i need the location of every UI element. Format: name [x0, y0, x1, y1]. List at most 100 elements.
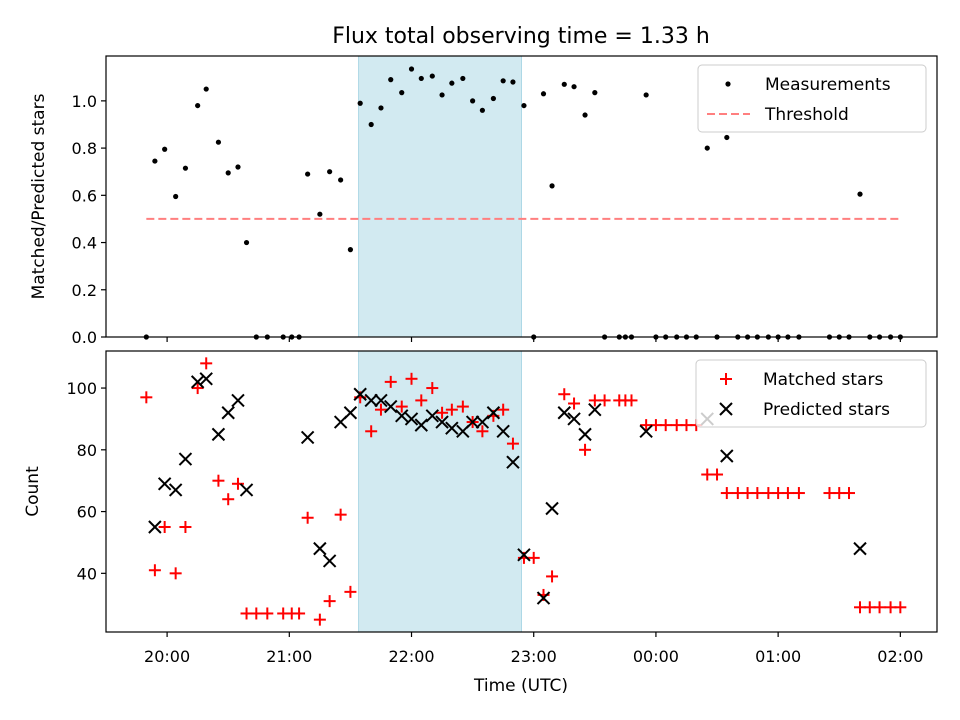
matched-star-point: [200, 357, 213, 370]
legend-label-measurements: Measurements: [765, 75, 891, 95]
predicted-star-point: [435, 415, 449, 429]
predicted-star-point: [517, 548, 531, 562]
measurement-point: [500, 78, 506, 84]
observing-span-top: [358, 55, 523, 338]
matched-star-point: [293, 607, 306, 620]
predicted-star-point: [374, 393, 388, 408]
predicted-star-point: [239, 483, 254, 497]
measurement-point: [460, 75, 466, 82]
measurement-point: [378, 105, 384, 111]
matched-star-point: [261, 607, 274, 620]
x-axis-time: 20:00 21:00 22:00 23:00 00:00 01:00 02:00: [144, 632, 923, 666]
measurement-point: [182, 165, 189, 171]
measurement-point: [305, 171, 311, 177]
predicted-star-point: [475, 415, 490, 429]
measurement-point: [582, 112, 588, 118]
x-tick-label: 20:00: [144, 647, 190, 666]
matched-star-point: [158, 521, 171, 534]
y-axis-ratio: 0.0 0.2 0.4 0.6 0.8 1.0: [72, 92, 106, 347]
matched-star-point: [873, 601, 886, 614]
matched-star-point: [148, 564, 161, 577]
legend-box-ratio: [697, 64, 927, 133]
matched-star-point: [843, 487, 856, 500]
matched-star-point: [365, 425, 378, 438]
matched-star-point: [792, 487, 805, 500]
matched-star-point: [894, 601, 907, 614]
measurement-point: [152, 158, 158, 164]
y-axis-label-count: Count: [23, 466, 43, 517]
predicted-star-point: [588, 402, 602, 417]
measurement-point: [857, 191, 863, 197]
measurement-point: [368, 121, 374, 128]
x-tick-label: 00:00: [633, 647, 679, 666]
measurement-point: [173, 193, 179, 200]
matched-star-point: [313, 613, 326, 626]
y-tick-label: 0.0: [72, 328, 97, 347]
matched-star-point: [301, 511, 314, 524]
ratio-panel: 0.0 0.2 0.4 0.6 0.8 1.0 Matched/Predicted sta…: [29, 55, 938, 347]
legend-swatch-predicted: [719, 402, 733, 416]
measurement-point: [418, 75, 424, 82]
measurement-point: [643, 92, 649, 98]
count-legend: Matched stars Predicted stars: [695, 359, 927, 428]
y-tick-label: 80: [77, 441, 97, 460]
count-plot-marks: [140, 357, 907, 626]
measurement-point: [317, 211, 323, 217]
ratio-axes-frame: [105, 55, 938, 338]
measurement-point: [399, 90, 405, 96]
matched-star-point: [568, 397, 581, 410]
predicted-star-point: [404, 412, 419, 426]
x-tick-label: 21:00: [266, 647, 312, 666]
x-tick-label: 02:00: [877, 647, 923, 666]
measurement-point: [479, 107, 485, 113]
matched-star-point: [212, 474, 225, 487]
measurement-point: [408, 66, 415, 72]
measurement-point: [243, 239, 250, 246]
y-axis-count: 40 60 80 100: [66, 379, 106, 583]
matched-star-point: [426, 382, 439, 395]
matched-star-point: [179, 521, 192, 534]
predicted-star-point: [211, 427, 226, 442]
chart-title: Flux total observing time = 1.33 h: [332, 24, 710, 49]
x-axis-label-time: Time (UTC): [473, 676, 568, 696]
predicted-star-point: [353, 387, 367, 401]
measurement-point: [225, 170, 231, 176]
predicted-star-point: [313, 541, 327, 556]
matched-star-point: [323, 595, 336, 608]
legend-label-matched: Matched stars: [763, 370, 883, 390]
predicted-star-point: [578, 427, 592, 442]
matched-star-point: [334, 508, 347, 521]
measurement-point: [357, 100, 363, 106]
matched-star-point: [527, 551, 540, 564]
predicted-star-point: [343, 406, 358, 420]
measurement-point: [549, 183, 555, 189]
matched-star-point: [344, 585, 357, 598]
y-tick-label: 0.6: [72, 186, 97, 205]
matched-star-point: [781, 487, 794, 500]
matched-star-point: [546, 570, 559, 583]
matched-star-point: [140, 391, 153, 404]
predicted-star-point: [639, 424, 653, 438]
count-axes-frame: [105, 350, 938, 633]
predicted-star-point: [486, 406, 501, 420]
predicted-star-point: [199, 372, 213, 386]
y-tick-label: 0.4: [72, 234, 97, 253]
predicted-star-point: [567, 412, 581, 426]
matched-star-point: [222, 493, 235, 506]
matched-star-point: [476, 425, 489, 438]
predicted-star-point: [221, 406, 235, 420]
legend-swatch-matched: [720, 373, 732, 385]
observing-span-bottom: [358, 350, 523, 633]
matched-star-point: [497, 403, 510, 416]
measurement-point: [521, 102, 527, 109]
measurement-point: [592, 90, 598, 96]
x-tick-label: 01:00: [755, 647, 801, 666]
measurement-point: [724, 134, 730, 141]
predicted-star-point: [178, 452, 193, 466]
measurement-point: [195, 102, 201, 109]
matched-star-point: [711, 468, 724, 481]
predicted-star-point: [395, 409, 409, 423]
measurement-point: [338, 177, 344, 183]
measurement-point: [327, 169, 333, 175]
